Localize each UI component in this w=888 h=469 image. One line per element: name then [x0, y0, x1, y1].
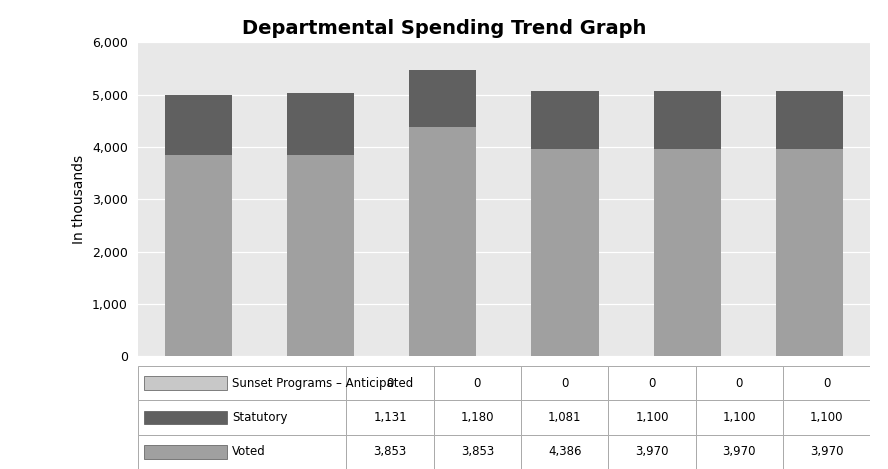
Text: 0: 0 [735, 377, 743, 390]
FancyBboxPatch shape [433, 366, 521, 400]
Bar [409, 70, 477, 127]
Text: 3,970: 3,970 [810, 445, 844, 458]
Bar [165, 155, 233, 356]
Text: 3,853: 3,853 [374, 445, 407, 458]
FancyBboxPatch shape [521, 366, 608, 400]
Bar [287, 93, 354, 155]
Text: Sunset Programs – Anticipated: Sunset Programs – Anticipated [233, 377, 414, 390]
Bar [409, 127, 477, 356]
Bar [775, 91, 843, 149]
Text: 0: 0 [823, 377, 830, 390]
Bar [144, 410, 226, 424]
FancyBboxPatch shape [695, 366, 783, 400]
Bar [144, 376, 226, 390]
Text: Voted: Voted [233, 445, 266, 458]
FancyBboxPatch shape [346, 435, 433, 469]
Text: Statutory: Statutory [233, 411, 288, 424]
Text: 3,853: 3,853 [461, 445, 494, 458]
FancyBboxPatch shape [695, 435, 783, 469]
Bar [775, 149, 843, 356]
FancyBboxPatch shape [346, 366, 433, 400]
Text: Departmental Spending Trend Graph: Departmental Spending Trend Graph [242, 19, 646, 38]
Text: 1,100: 1,100 [810, 411, 844, 424]
FancyBboxPatch shape [138, 366, 346, 400]
Bar [144, 445, 226, 459]
FancyBboxPatch shape [608, 400, 695, 435]
Text: 1,100: 1,100 [635, 411, 669, 424]
FancyBboxPatch shape [783, 366, 870, 400]
Text: 1,180: 1,180 [461, 411, 494, 424]
Bar [165, 95, 233, 155]
FancyBboxPatch shape [608, 435, 695, 469]
FancyBboxPatch shape [521, 435, 608, 469]
FancyBboxPatch shape [783, 435, 870, 469]
FancyBboxPatch shape [346, 400, 433, 435]
Text: 0: 0 [473, 377, 481, 390]
Bar [654, 91, 721, 149]
Text: 0: 0 [386, 377, 393, 390]
FancyBboxPatch shape [521, 400, 608, 435]
Text: 3,970: 3,970 [723, 445, 756, 458]
Bar [531, 149, 599, 356]
FancyBboxPatch shape [695, 400, 783, 435]
Y-axis label: In thousands: In thousands [72, 155, 86, 244]
Bar [287, 155, 354, 356]
Bar [531, 91, 599, 149]
Bar [654, 149, 721, 356]
Text: 3,970: 3,970 [635, 445, 669, 458]
Text: 4,386: 4,386 [548, 445, 582, 458]
Text: 1,131: 1,131 [373, 411, 407, 424]
FancyBboxPatch shape [608, 366, 695, 400]
FancyBboxPatch shape [433, 400, 521, 435]
Text: 0: 0 [561, 377, 568, 390]
FancyBboxPatch shape [138, 435, 346, 469]
FancyBboxPatch shape [138, 400, 346, 435]
Text: 1,100: 1,100 [723, 411, 756, 424]
Text: 0: 0 [648, 377, 655, 390]
FancyBboxPatch shape [783, 400, 870, 435]
Text: 1,081: 1,081 [548, 411, 582, 424]
FancyBboxPatch shape [433, 435, 521, 469]
